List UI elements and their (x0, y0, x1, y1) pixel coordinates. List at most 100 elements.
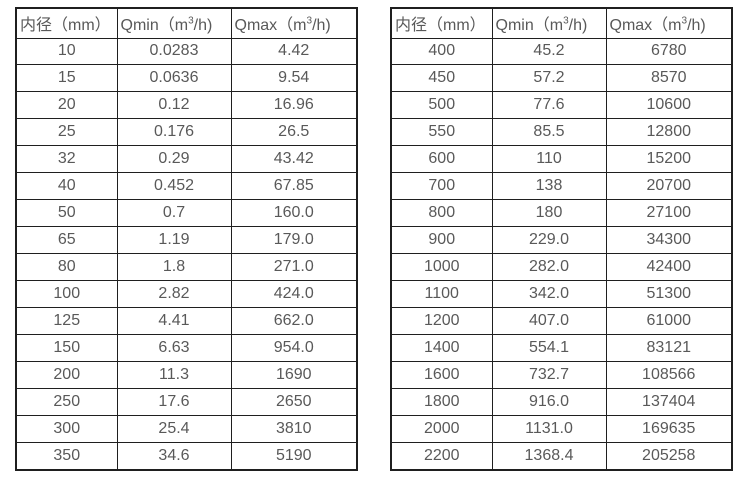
cell-qmax: 15200 (605, 145, 733, 174)
cell-qmin: 2.82 (116, 280, 232, 309)
qmax-superscript: 3 (306, 15, 313, 27)
table-row: 200 11.3 1690 (15, 360, 358, 389)
table-row: 300 25.4 3810 (15, 414, 358, 443)
cell-diameter: 32 (15, 145, 118, 174)
cell-diameter: 40 (15, 172, 118, 201)
cell-qmin: 138 (491, 172, 607, 201)
col-header-diameter: 内径（mm） (15, 7, 118, 39)
cell-qmax: 42400 (605, 253, 733, 282)
cell-qmin: 1368.4 (491, 441, 607, 471)
table-row: 700 138 20700 (390, 172, 733, 201)
cell-qmin: 0.29 (116, 145, 232, 174)
cell-qmax: 20700 (605, 172, 733, 201)
table-row: 1600 732.7 108566 (390, 360, 733, 389)
cell-diameter: 10 (15, 37, 118, 66)
table-body: 10 0.0283 4.42 15 0.0636 9.54 20 0.12 16.96 25 0.1… (15, 37, 358, 471)
table-row: 125 4.41 662.0 (15, 307, 358, 335)
cell-diameter: 1100 (390, 280, 493, 309)
cell-qmax: 12800 (605, 118, 733, 147)
cell-qmax: 271.0 (230, 253, 358, 282)
cell-qmax: 205258 (605, 441, 733, 471)
cell-qmin: 57.2 (491, 64, 607, 93)
table-row: 1400 554.1 83121 (390, 333, 733, 362)
table-row: 400 45.2 6780 (390, 37, 733, 66)
table-row: 1100 342.0 51300 (390, 280, 733, 309)
table-row: 900 229.0 34300 (390, 226, 733, 255)
qmin-header-unit: /h) (568, 17, 588, 35)
table-row: 500 77.6 10600 (390, 91, 733, 120)
col-header-qmax: Qmax（m3/h) (230, 7, 358, 39)
cell-qmax: 6780 (605, 37, 733, 66)
cell-diameter: 300 (15, 414, 118, 443)
qmin-superscript: 3 (188, 15, 194, 27)
cell-diameter: 1600 (390, 360, 493, 389)
cell-qmin: 1.8 (116, 253, 232, 282)
cell-diameter: 2000 (390, 414, 493, 443)
cell-qmax: 2650 (230, 387, 358, 416)
cell-diameter: 350 (15, 441, 118, 471)
cell-qmax: 108566 (605, 360, 733, 389)
cell-diameter: 250 (15, 387, 118, 416)
cell-diameter: 2200 (390, 441, 493, 471)
table-row: 1200 407.0 61000 (390, 307, 733, 335)
cell-diameter: 1400 (390, 333, 493, 362)
cell-qmin: 4.41 (116, 307, 232, 335)
table-row: 80 1.8 271.0 (15, 253, 358, 282)
cell-qmax: 3810 (230, 414, 358, 443)
cell-qmin: 85.5 (491, 118, 607, 147)
cell-qmin: 282.0 (491, 253, 607, 282)
table-row: 150 6.63 954.0 (15, 333, 358, 362)
cell-qmin: 180 (491, 199, 607, 228)
cell-diameter: 450 (390, 64, 493, 93)
qmax-header-unit: /h) (687, 17, 706, 35)
cell-qmax: 137404 (605, 387, 733, 416)
table-row: 15 0.0636 9.54 (15, 64, 358, 93)
table-row: 550 85.5 12800 (390, 118, 733, 147)
cell-diameter: 400 (390, 37, 493, 66)
table-row: 1800 916.0 137404 (390, 387, 733, 416)
cell-qmin: 0.0283 (116, 37, 232, 66)
cell-diameter: 1000 (390, 253, 493, 282)
cell-qmax: 83121 (605, 333, 733, 362)
cell-qmin: 77.6 (491, 91, 607, 120)
cell-qmin: 407.0 (491, 307, 607, 335)
cell-qmax: 1690 (230, 360, 358, 389)
qmin-header-text: Qmin（m (120, 17, 189, 35)
cell-qmax: 424.0 (230, 280, 358, 309)
cell-diameter: 600 (390, 145, 493, 174)
cell-qmin: 17.6 (116, 387, 232, 416)
cell-qmax: 179.0 (230, 226, 358, 255)
cell-qmax: 10600 (605, 91, 733, 120)
cell-diameter: 150 (15, 333, 118, 362)
cell-qmax: 169635 (605, 414, 733, 443)
qmax-superscript: 3 (681, 15, 688, 27)
table-row: 25 0.176 26.5 (15, 118, 358, 147)
cell-diameter: 100 (15, 280, 118, 309)
table-body: 400 45.2 6780 450 57.2 8570 500 77.6 10600 550 85.… (390, 37, 733, 471)
cell-diameter: 50 (15, 199, 118, 228)
flow-table-right: 内径（mm） Qmin（m3/h) Qmax（m3/h) 400 45.2 6780… (390, 7, 733, 471)
cell-qmin: 1.19 (116, 226, 232, 255)
cell-diameter: 1800 (390, 387, 493, 416)
col-header-diameter: 内径（mm） (390, 7, 493, 39)
qmax-header-text: Qmax（m (234, 17, 307, 35)
cell-diameter: 80 (15, 253, 118, 282)
cell-qmin: 229.0 (491, 226, 607, 255)
cell-diameter: 125 (15, 307, 118, 335)
cell-qmax: 5190 (230, 441, 358, 471)
qmax-header-text: Qmax（m (609, 17, 682, 35)
cell-diameter: 1200 (390, 307, 493, 335)
cell-qmax: 26.5 (230, 118, 358, 147)
cell-qmin: 34.6 (116, 441, 232, 471)
cell-qmin: 342.0 (491, 280, 607, 309)
cell-qmin: 916.0 (491, 387, 607, 416)
cell-qmin: 11.3 (116, 360, 232, 389)
col-header-qmin: Qmin（m3/h) (116, 7, 232, 39)
cell-diameter: 800 (390, 199, 493, 228)
table-row: 40 0.452 67.85 (15, 172, 358, 201)
cell-diameter: 900 (390, 226, 493, 255)
table-row: 65 1.19 179.0 (15, 226, 358, 255)
cell-qmin: 6.63 (116, 333, 232, 362)
cell-qmin: 25.4 (116, 414, 232, 443)
